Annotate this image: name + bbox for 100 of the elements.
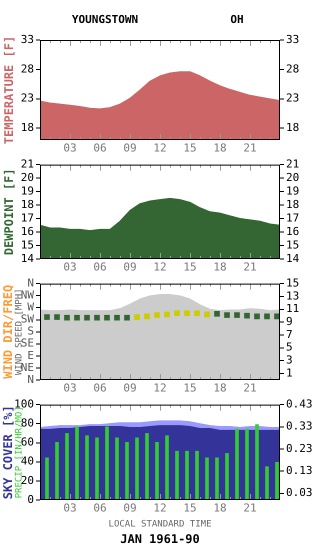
y2-tick-label: 17 (286, 211, 300, 224)
x-tick-label: 09 (123, 260, 137, 274)
bar (85, 435, 89, 500)
bar (145, 433, 149, 500)
bar (185, 450, 189, 500)
y2-tick-label: 3 (286, 354, 293, 367)
x-tick-label: 03 (63, 381, 77, 394)
bar (55, 442, 59, 500)
x-tick-label: 15 (183, 381, 197, 394)
category-label: SE (20, 336, 34, 350)
bar (165, 435, 169, 500)
y-axis-title: DEWPOINT [F] (2, 168, 16, 256)
bar (45, 458, 49, 500)
bar (135, 438, 139, 500)
x-tick-label: 03 (63, 141, 77, 154)
bar (255, 424, 259, 500)
y2-tick-label: 19 (286, 184, 300, 198)
y-axis-title: TEMPERATURE [F] (2, 36, 16, 144)
x-tick-label: 06 (93, 381, 107, 394)
bar (105, 426, 109, 500)
y-tick-label: 20 (20, 170, 34, 184)
bar (235, 428, 239, 500)
x-tick-label: 21 (243, 260, 257, 274)
x-tick-label: 15 (183, 141, 197, 154)
y-tick-label: 40 (20, 454, 34, 468)
y2-tick-label: 0.03 (286, 486, 312, 500)
y2-tick-label: 23 (286, 92, 300, 105)
y2-tick-label: 0.43 (286, 397, 312, 410)
y-axis-title: SKY COVER [%] (1, 405, 16, 500)
x-tick-label: 12 (153, 381, 167, 394)
y2-tick-label: 0.13 (286, 464, 312, 478)
category-label: W (27, 300, 34, 314)
x-tick-label: 15 (183, 260, 197, 274)
y2-tick-label: 1 (286, 366, 293, 380)
y-axis-title: WIND DIR/FREQ (1, 284, 16, 379)
y-tick-label: 15 (20, 238, 34, 252)
bar (115, 438, 119, 500)
y2-tick-label: 0.23 (286, 442, 312, 455)
y2-tick-label: 11 (286, 302, 300, 316)
bar (155, 442, 159, 500)
bar (215, 458, 219, 500)
bar (195, 450, 199, 500)
y2-tick-label: 28 (286, 62, 300, 76)
y2-tick-label: 18 (286, 121, 300, 134)
x-tick-label: 18 (213, 141, 227, 154)
x-tick-label: 06 (93, 260, 107, 274)
x-tick-label: 21 (243, 501, 257, 514)
x-tick-label: 15 (183, 501, 197, 514)
bar (245, 428, 249, 500)
y-tick-label: 17 (20, 211, 34, 224)
y-tick-label: 18 (20, 198, 34, 211)
y-tick-label: 14 (20, 252, 34, 265)
category-label: E (27, 348, 34, 362)
x-tick-label: 09 (123, 381, 137, 394)
y2-tick-label: 21 (286, 157, 300, 170)
category-label: N (27, 372, 34, 386)
y-tick-label: 19 (20, 184, 34, 198)
text: JAN 1961-90 (120, 532, 200, 546)
y-tick-label: 60 (20, 436, 34, 449)
bar (275, 462, 279, 500)
bar (175, 450, 179, 500)
y-tick-label: 23 (20, 92, 34, 105)
y-tick-label: 18 (20, 121, 34, 134)
bar (75, 426, 79, 500)
category-label: N (27, 276, 34, 290)
y2-tick-label: 20 (286, 170, 300, 184)
x-tick-label: 06 (93, 501, 107, 514)
bar (125, 442, 129, 500)
x-tick-label: 03 (63, 501, 77, 514)
x-tick-label: 09 (123, 501, 137, 514)
y2-tick-label: 33 (286, 32, 300, 46)
chart-title: YOUNGSTOWN (72, 12, 138, 26)
x-tick-label: 12 (153, 501, 167, 514)
x-tick-label: 21 (243, 141, 257, 154)
y-tick-label: 20 (20, 474, 34, 487)
y2-tick-label: 14 (286, 252, 300, 265)
category-label: NE (20, 360, 34, 374)
bar (65, 433, 69, 500)
category-label: SW (20, 312, 34, 326)
x-tick-label: 12 (153, 260, 167, 274)
y2-tick-label: 0.33 (286, 420, 312, 433)
bar (225, 453, 229, 500)
y-tick-label: 28 (20, 62, 34, 76)
category-label: S (27, 324, 34, 338)
x-tick-label: 03 (63, 260, 77, 274)
x-tick-label: 09 (123, 141, 137, 154)
y2-tick-label: 15 (286, 238, 300, 252)
x-tick-label: 18 (213, 501, 227, 514)
chart-subtitle: OH (230, 12, 244, 26)
y2-tick-label: 13 (286, 289, 300, 302)
y2-tick-label: 7 (286, 328, 293, 341)
y-tick-label: 21 (20, 157, 34, 170)
x-tick-label: 21 (243, 381, 257, 394)
x-tick-label: 12 (153, 141, 167, 154)
x-tick-label: 18 (213, 260, 227, 274)
y-tick-label: 33 (20, 32, 34, 46)
y2-tick-label: 9 (286, 315, 293, 328)
y2-tick-label: 16 (286, 224, 300, 238)
x-tick-label: 06 (93, 141, 107, 154)
y2-tick-label: 18 (286, 198, 300, 211)
